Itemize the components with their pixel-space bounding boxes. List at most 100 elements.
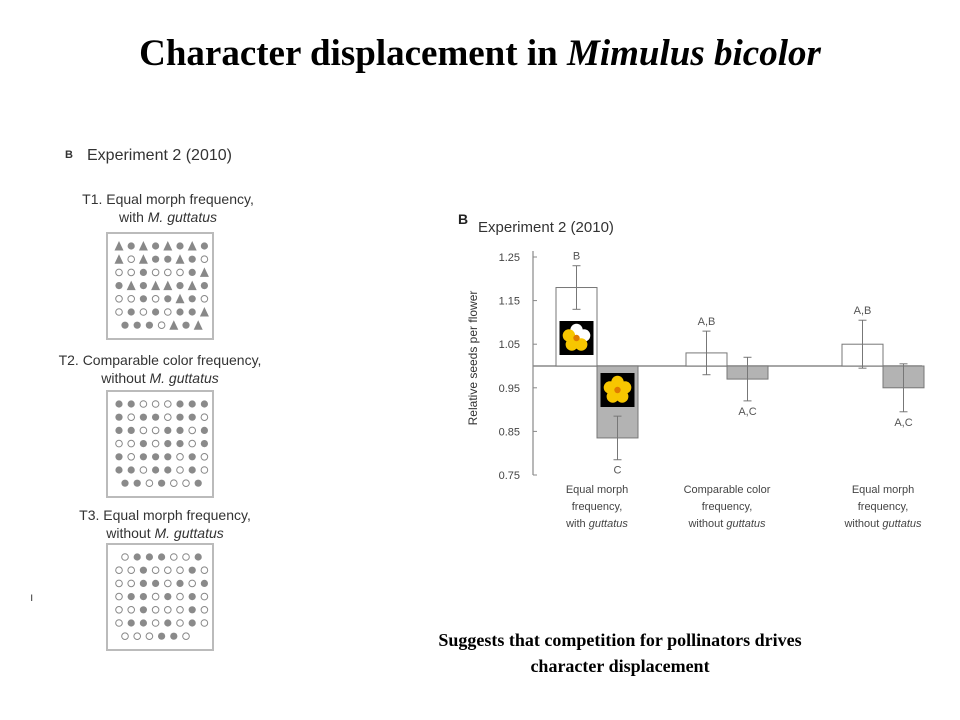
yellow-morph-marker (176, 440, 184, 448)
group-label: frequency, (858, 501, 909, 513)
white-morph-marker (145, 479, 154, 487)
yellow-morph-marker (139, 453, 147, 461)
yellow-morph-marker (164, 440, 172, 448)
white-morph-marker (115, 295, 123, 303)
y-tick-label: 0.85 (499, 426, 520, 438)
white-yellow-morph-flower-icon (559, 321, 594, 355)
white-morph-marker (151, 566, 160, 575)
white-morph-marker (176, 606, 184, 614)
white-morph-marker (157, 321, 166, 329)
treatment-3-label: T3. Equal morph frequency, without M. gu… (79, 507, 251, 541)
yellow-morph-marker (188, 308, 196, 316)
white-morph-marker (176, 453, 184, 461)
yellow-morph-marker (188, 413, 196, 421)
yellow-morph-marker (188, 295, 196, 303)
left-panel-title: Experiment 2 (2010) (87, 147, 232, 164)
white-morph-marker (176, 619, 184, 627)
yellow-morph-marker (164, 466, 172, 474)
y-tick-label: 0.75 (499, 470, 520, 482)
white-morph-marker (127, 439, 136, 448)
white-morph-marker (121, 553, 129, 561)
white-morph-marker (176, 268, 184, 277)
white-morph-marker (145, 632, 154, 640)
yellow-morph-marker (115, 453, 123, 461)
white-morph-marker (115, 619, 123, 627)
white-morph-marker (176, 566, 184, 575)
guttatus-plant-marker (199, 307, 209, 317)
yellow-morph-marker (164, 593, 172, 601)
group-label: without guttatus (843, 518, 922, 530)
group-label: Equal morph (852, 484, 914, 496)
white-morph-marker (182, 479, 190, 487)
y-tick-label: 1.05 (499, 339, 520, 351)
white-morph-marker (127, 453, 136, 461)
group-label: Equal morph (566, 484, 628, 496)
white-morph-marker (200, 295, 209, 303)
significance-letters: A,C (894, 417, 912, 429)
white-morph-marker (121, 632, 129, 640)
white-morph-marker (200, 255, 209, 264)
yellow-morph-marker (176, 413, 184, 421)
significance-letters: C (614, 465, 622, 477)
white-morph-marker (133, 632, 142, 640)
white-morph-marker (164, 268, 172, 277)
y-tick-label: 1.15 (499, 296, 520, 308)
yellow-morph-marker (158, 479, 166, 487)
yellow-morph-marker (127, 242, 135, 250)
white-morph-marker (200, 453, 209, 461)
yellow-morph-marker (152, 466, 160, 474)
yellow-morph-marker (139, 619, 147, 627)
white-morph-marker (115, 268, 123, 277)
group-label: Comparable color (684, 484, 771, 496)
group-label: with guttatus (565, 518, 628, 530)
yellow-morph-marker (158, 553, 166, 561)
yellow-morph-marker (164, 295, 172, 303)
white-morph-marker (164, 579, 172, 588)
guttatus-plant-marker (151, 280, 161, 291)
significance-letters: A,B (698, 316, 716, 328)
white-morph-marker (182, 553, 190, 561)
yellow-morph-marker (188, 466, 196, 474)
yellow-morph-marker (188, 606, 196, 614)
white-morph-marker (127, 295, 136, 303)
yellow-morph-marker (139, 593, 147, 601)
yellow-morph-marker (139, 579, 147, 587)
yellow-morph-marker (176, 308, 184, 316)
white-morph-marker (139, 308, 148, 316)
significance-letters: B (573, 251, 580, 263)
chart-title: Experiment 2 (2010) (478, 219, 614, 236)
white-morph-marker (164, 606, 172, 614)
chart-panel-letter: B (458, 211, 468, 227)
yellow-morph-marker (115, 413, 123, 421)
guttatus-plant-marker (187, 280, 197, 291)
yellow-morph-marker (188, 453, 196, 461)
yellow-morph-marker (188, 400, 196, 408)
yellow-morph-marker (133, 321, 141, 329)
yellow-morph-marker (152, 579, 160, 587)
yellow-morph-marker (176, 426, 184, 434)
conclusion-caption: Suggests that competition for pollinator… (438, 630, 802, 676)
y-tick-label: 1.25 (499, 252, 520, 264)
yellow-morph-marker (115, 426, 123, 434)
guttatus-plant-marker (175, 254, 185, 264)
seeds-bar-chart: B Experiment 2 (2010) Relative seeds per… (458, 211, 925, 530)
white-morph-marker (188, 579, 196, 588)
white-morph-marker (170, 553, 178, 561)
guttatus-plant-marker (187, 241, 197, 251)
group-label: frequency, (702, 501, 753, 513)
white-morph-marker (200, 413, 209, 422)
white-morph-marker (115, 566, 123, 575)
yellow-morph-marker (139, 295, 147, 303)
white-morph-marker (188, 426, 196, 435)
yellow-morph-marker (133, 479, 141, 487)
yellow-morph-marker (115, 400, 123, 408)
yellow-morph-marker (127, 426, 135, 434)
y-axis-label: Relative seeds per flower (466, 291, 480, 426)
yellow-morph-marker (164, 453, 172, 461)
yellow-morph-marker (176, 282, 184, 290)
yellow-morph-marker (121, 479, 129, 487)
white-morph-marker (127, 413, 136, 422)
yellow-morph-marker (194, 553, 202, 561)
yellow-morph-marker (200, 579, 208, 587)
yellow-morph-marker (164, 426, 172, 434)
